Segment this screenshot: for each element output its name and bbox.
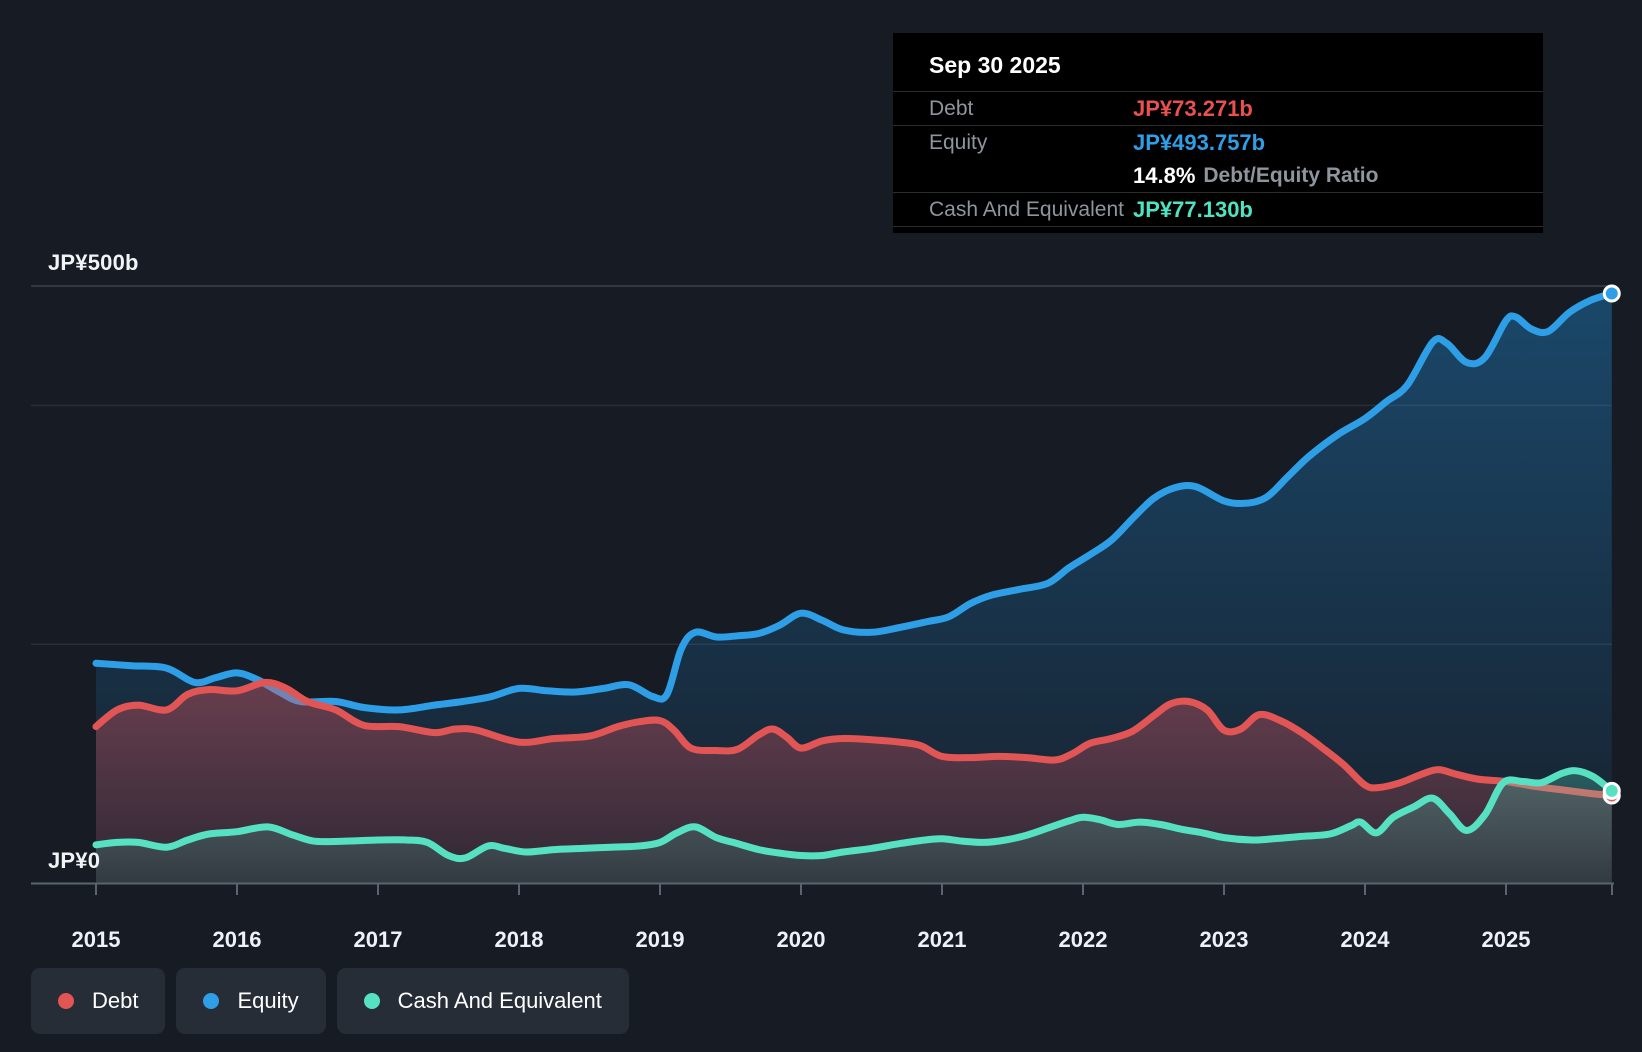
chart-legend: Debt Equity Cash And Equivalent [31, 968, 629, 1034]
legend-item-debt[interactable]: Debt [31, 968, 166, 1034]
tooltip-row-debt: Debt JP¥73.271b [893, 91, 1543, 125]
tooltip-row-cash: Cash And Equivalent JP¥77.130b [893, 192, 1543, 227]
y-axis-label-zero: JP¥0 [48, 848, 101, 873]
legend-item-cash[interactable]: Cash And Equivalent [336, 968, 629, 1034]
cash-dot-icon [363, 993, 380, 1009]
tooltip-debt-label: Debt [929, 96, 974, 120]
tooltip-equity-value: JP¥493.757b [1133, 129, 1266, 155]
chart-tooltip: Sep 30 2025 Debt JP¥73.271b Equity JP¥49… [893, 33, 1543, 233]
y-axis-label-max: JP¥500b [48, 250, 139, 275]
tooltip-row-ratio: 14.8% Debt/Equity Ratio [893, 159, 1543, 192]
tooltip-ratio-value: 14.8% [1133, 162, 1196, 188]
series-line-debt [92, 678, 1616, 799]
tooltip-equity-label: Equity [929, 130, 988, 154]
x-tick-label-2018: 2018 [495, 927, 544, 952]
x-tick-label-2019: 2019 [636, 927, 685, 952]
x-tick-label-2020: 2020 [777, 927, 826, 952]
legend-debt-label: Debt [92, 988, 139, 1013]
tooltip-date: Sep 30 2025 [929, 52, 1061, 78]
legend-equity-label: Equity [237, 988, 299, 1013]
x-tick-label-2015: 2015 [72, 927, 121, 952]
x-tick-label-2017: 2017 [354, 927, 403, 952]
legend-item-equity[interactable]: Equity [176, 968, 326, 1034]
tooltip-ratio-label: Debt/Equity Ratio [1203, 163, 1379, 187]
end-marker-cash-and-equivalent [1602, 781, 1621, 800]
tooltip-cash-value: JP¥77.130b [1133, 196, 1253, 222]
equity-dot-icon [203, 993, 220, 1009]
x-tick-label-2016: 2016 [213, 927, 262, 952]
x-tick-label-2023: 2023 [1200, 927, 1249, 952]
tooltip-cash-label: Cash And Equivalent [929, 197, 1124, 221]
end-marker-equity [1602, 284, 1621, 303]
x-tick-label-2024: 2024 [1341, 927, 1391, 952]
x-tick-label-2021: 2021 [918, 927, 967, 952]
debt-dot-icon [58, 993, 74, 1009]
legend-cash-label: Cash And Equivalent [397, 988, 602, 1013]
tooltip-row-equity: Equity JP¥493.757b [893, 125, 1543, 159]
tooltip-debt-value: JP¥73.271b [1133, 95, 1253, 121]
series-line-equity [92, 290, 1616, 714]
x-tick-label-2022: 2022 [1059, 927, 1108, 952]
series-line-cash-and-equivalent [92, 767, 1616, 863]
x-tick-label-2025: 2025 [1482, 927, 1531, 952]
